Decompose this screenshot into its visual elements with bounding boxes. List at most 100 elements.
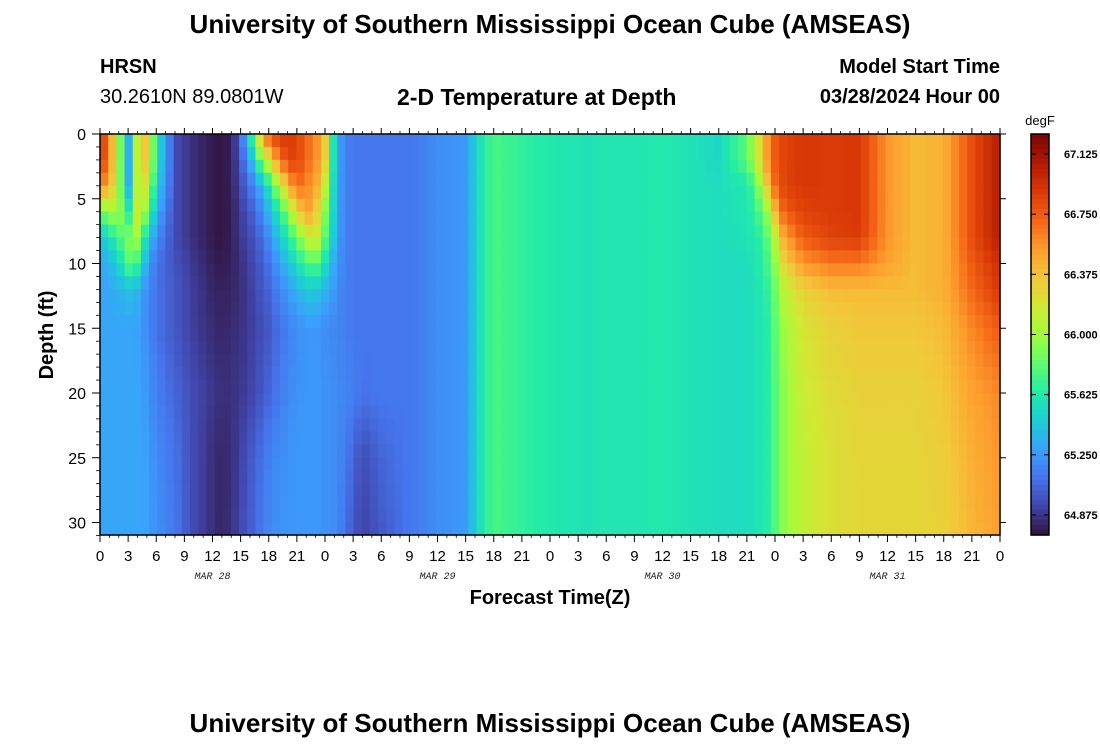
heatmap-cell (738, 457, 747, 471)
heatmap-cell (574, 379, 584, 394)
heatmap-cell (443, 366, 453, 381)
heatmap-cell (361, 211, 371, 226)
heatmap-cell (271, 379, 281, 394)
heatmap-cell (541, 172, 551, 187)
colorbar-segment (1031, 464, 1049, 471)
heatmap-cell (828, 483, 837, 497)
heatmap-cell (157, 159, 167, 174)
heatmap-cell (378, 418, 387, 433)
heatmap-cell (222, 185, 232, 200)
heatmap-cell (108, 172, 117, 187)
heatmap-cell (550, 418, 559, 433)
heatmap-cell (836, 483, 846, 497)
heatmap-cell (975, 134, 985, 148)
heatmap-cell (214, 276, 224, 290)
heatmap-cell (541, 522, 551, 536)
heatmap-cell (541, 418, 551, 433)
heatmap-cell (991, 509, 1001, 523)
heatmap-cell (394, 172, 404, 187)
heatmap-cell (304, 392, 314, 407)
heatmap-cell (484, 328, 494, 342)
heatmap-cell (730, 340, 739, 355)
heatmap-cell (582, 224, 592, 239)
heatmap-cell (443, 134, 453, 148)
heatmap-cell (149, 276, 158, 290)
heatmap-cell (672, 483, 682, 497)
heatmap-cell (950, 340, 960, 355)
heatmap-cell (443, 302, 453, 316)
heatmap-cell (934, 237, 944, 252)
heatmap-cell (664, 405, 674, 420)
heatmap-cell (206, 224, 216, 239)
heatmap-cell (361, 159, 371, 174)
heatmap-cell (230, 328, 240, 342)
colorbar-segment (1031, 224, 1049, 230)
heatmap-cell (689, 470, 698, 484)
heatmap-cell (795, 250, 805, 264)
heatmap-cell (206, 418, 216, 433)
heatmap-cell (713, 496, 723, 510)
heatmap-cell (959, 509, 968, 523)
heatmap-cell (950, 224, 960, 239)
heatmap-cell (378, 496, 387, 510)
heatmap-cell (345, 134, 355, 148)
heatmap-cell (484, 496, 494, 510)
heatmap-cell (680, 315, 690, 329)
heatmap-cell (738, 353, 747, 368)
heatmap-cell (386, 418, 396, 433)
heatmap-cell (910, 211, 919, 226)
heatmap-cell (828, 379, 837, 394)
heatmap-cell (468, 431, 477, 446)
heatmap-cell (288, 366, 297, 381)
heatmap-cell (648, 237, 657, 252)
heatmap-cell (942, 263, 952, 277)
heatmap-cell (950, 470, 960, 484)
heatmap-cell (271, 418, 281, 433)
heatmap-cell (590, 379, 600, 394)
colorbar-segment (1031, 144, 1049, 150)
heatmap-cell (165, 146, 175, 161)
heatmap-cell (304, 211, 314, 226)
heatmap-cell (230, 146, 240, 161)
heatmap-cell (558, 509, 567, 523)
heatmap-cell (361, 392, 371, 407)
heatmap-cell (304, 444, 314, 458)
heatmap-cell (108, 418, 117, 433)
heatmap-cell (803, 224, 813, 239)
heatmap-cell (680, 418, 690, 433)
heatmap-cell (190, 198, 199, 213)
heatmap-cell (623, 444, 633, 458)
heatmap-cell (860, 431, 870, 446)
heatmap-cell (517, 392, 527, 407)
heatmap-cell (525, 172, 535, 187)
heatmap-cell (394, 340, 404, 355)
heatmap-cell (680, 392, 690, 407)
heatmap-cell (468, 418, 477, 433)
heatmap-cell (181, 392, 191, 407)
heatmap-cell (738, 522, 747, 536)
heatmap-cell (541, 250, 551, 264)
heatmap-cell (615, 224, 625, 239)
heatmap-cell (100, 457, 109, 471)
x-tick-label: 12 (654, 548, 671, 565)
heatmap-cell (247, 366, 257, 381)
heatmap-cell (746, 340, 756, 355)
heatmap-cell (869, 483, 878, 497)
heatmap-cell (959, 224, 968, 239)
heatmap-cell (386, 302, 396, 316)
heatmap-cell (967, 159, 977, 174)
heatmap-cell (950, 444, 960, 458)
heatmap-cell (492, 405, 502, 420)
heatmap-cell (648, 418, 657, 433)
heatmap-cell (607, 302, 617, 316)
heatmap-cell (656, 444, 666, 458)
heatmap-cell (631, 250, 641, 264)
heatmap-cell (435, 522, 445, 536)
heatmap-cell (320, 198, 330, 213)
heatmap-cell (852, 405, 862, 420)
heatmap-cell (689, 496, 698, 510)
heatmap-cell (361, 496, 371, 510)
heatmap-cell (721, 315, 731, 329)
heatmap-cell (271, 172, 281, 187)
heatmap-cell (361, 509, 371, 523)
